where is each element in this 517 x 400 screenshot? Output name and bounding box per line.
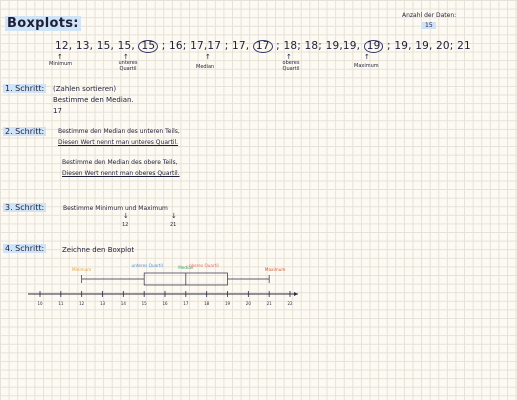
axis-tick-label: 21: [267, 301, 273, 306]
sorted-number: 18;: [304, 40, 323, 52]
step-4-label: 4. Schritt:: [3, 244, 47, 253]
step-1-label: 1. Schritt:: [3, 84, 47, 93]
sorted-number: 19,: [415, 40, 433, 52]
plot-label-lower-quartile: unteres Quartil: [131, 263, 162, 268]
step-1-line-3: 17: [53, 107, 62, 115]
sorted-numbers: 12, 13, 15, 15, 15 ; 16; 17,17 ; 17, 17 …: [55, 40, 471, 53]
axis-tick-label: 20: [246, 301, 252, 306]
axis-tick-label: 14: [121, 301, 127, 306]
plot-label-maximum: Maximum: [265, 267, 286, 272]
lower-quartile-marker: unteres Quartil: [118, 60, 138, 72]
sorted-number: ;: [387, 40, 391, 52]
step-2-line-4: Diesen Wert nennt man oberes Quartil.: [62, 170, 180, 177]
median-arrow-icon: ↑: [205, 53, 211, 61]
step-3-label: 3. Schritt:: [3, 203, 47, 212]
maximum-marker: Maximum: [354, 63, 379, 69]
axis-tick-label: 19: [225, 301, 231, 306]
minimum-marker: Minimum: [49, 61, 73, 67]
step-1-line-2: Bestimme den Median.: [53, 96, 134, 104]
sorted-number: 13,: [75, 40, 94, 52]
axis-arrow-icon: [294, 292, 298, 296]
maximum-arrow-icon: ↑: [364, 53, 370, 61]
count-value: 15: [422, 22, 436, 29]
step-2-line-2: Diesen Wert nennt man unteres Quartil.: [58, 139, 179, 146]
sorted-number: 15,: [117, 40, 135, 52]
step-3-arrow-max-icon: ↓: [171, 212, 177, 220]
sorted-number: 19: [363, 40, 384, 53]
step-2-label: 2. Schritt:: [3, 127, 47, 136]
sorted-number: 15,: [96, 40, 115, 52]
upper-quartile-marker: oberes Quartil: [282, 60, 300, 72]
sorted-number: 18;: [283, 40, 301, 52]
sorted-number: ;: [161, 40, 166, 52]
upper-quartile-arrow-icon: ↑: [286, 53, 292, 61]
plot-label-minimum: Minimum: [72, 267, 91, 272]
axis-tick-label: 17: [183, 301, 189, 306]
axis-tick-label: 11: [58, 301, 64, 306]
axis-tick-label: 16: [162, 301, 168, 306]
sorted-number: 20;: [436, 40, 454, 52]
sorted-number: 19,: [394, 40, 412, 52]
step-3-max-value: 21: [170, 222, 177, 228]
plot-label-upper-quartile: oberes Quartil: [189, 263, 219, 268]
median-marker: Median: [196, 64, 215, 70]
plot-label-median: Median: [178, 265, 194, 270]
boxplot-figure: 10 11 12 13 14 15 16 17 18 19 20 21 22 Minimum unteres…: [28, 263, 298, 306]
sorted-number: ;: [276, 40, 280, 52]
sorted-number: 17: [252, 40, 273, 53]
step-3-min-value: 12: [122, 222, 129, 228]
step-4-line-1: Zeichne den Boxplot: [62, 246, 135, 254]
step-3-line-1: Bestimme Minimum und Maximum: [63, 205, 168, 212]
axis-tick-label: 22: [287, 301, 293, 306]
sorted-number: 17,17: [190, 40, 222, 52]
axis-tick-label: 10: [37, 301, 43, 306]
page-title: Boxplots:: [5, 16, 81, 31]
sorted-number: ;: [224, 40, 229, 52]
count-label: Anzahl der Daten:: [402, 12, 457, 19]
axis-tick-label: 15: [142, 301, 148, 306]
sorted-number: 17,: [232, 40, 250, 52]
sorted-number: 21: [457, 40, 471, 52]
step-1-line-1: (Zahlen sortieren): [53, 85, 117, 93]
sorted-number: 15: [138, 40, 159, 53]
step-3-arrow-min-icon: ↓: [123, 212, 129, 220]
axis-tick-label: 18: [204, 301, 210, 306]
step-2-line-3: Bestimme den Median des obere Teils,: [62, 159, 178, 166]
sorted-number: 16;: [169, 40, 187, 52]
axis-tick-label: 12: [79, 301, 85, 306]
sorted-number: 12,: [55, 40, 73, 52]
minimum-arrow-icon: ↑: [57, 53, 63, 61]
sorted-number: 19,19,: [325, 40, 361, 52]
step-2-line-1: Bestimme den Median des unteren Teils,: [58, 128, 180, 135]
axis-tick-label: 13: [100, 301, 106, 306]
lower-quartile-arrow-icon: ↑: [123, 53, 129, 61]
